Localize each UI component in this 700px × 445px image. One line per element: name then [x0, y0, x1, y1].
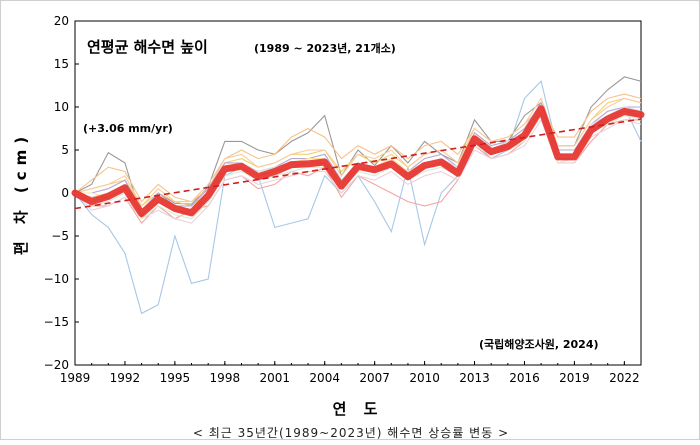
- x-tick-label: 1995: [160, 371, 191, 385]
- y-tick-label: 5: [61, 143, 69, 157]
- x-tick-label: 2022: [609, 371, 640, 385]
- trend-line: [74, 118, 642, 210]
- y-tick-label: 0: [61, 186, 69, 200]
- chart-title: 연평균 해수면 높이: [87, 38, 208, 56]
- y-tick-label: −5: [51, 229, 69, 243]
- trend-annotation: (+3.06 mm/yr): [83, 122, 173, 135]
- y-axis-label: 편 차 (cm): [12, 131, 30, 255]
- x-tick-label: 1992: [110, 371, 141, 385]
- x-tick-label: 1989: [60, 371, 91, 385]
- x-tick-label: 2019: [559, 371, 590, 385]
- mean-series-layer: [71, 105, 645, 218]
- y-tick-label: −10: [44, 272, 69, 286]
- y-tick-label: −15: [44, 315, 69, 329]
- x-tick-label: 2001: [259, 371, 290, 385]
- y-tick-label: 20: [54, 14, 69, 28]
- x-tick-label: 2010: [409, 371, 440, 385]
- x-tick-label: 1998: [210, 371, 241, 385]
- x-axis-ticks: 1989 1992 1995 1998 2001 2004 2007 2010 2013 2016…: [60, 361, 642, 385]
- x-tick-label: 2016: [509, 371, 540, 385]
- plot-frame: [74, 20, 642, 366]
- source-label: (국립해양조사원, 2024): [479, 337, 599, 351]
- y-tick-label: −20: [44, 358, 69, 372]
- x-tick-label: 2007: [359, 371, 390, 385]
- figure-caption: < 최근 35년간(1989~2023년) 해수면 상승률 변동 >: [193, 426, 509, 440]
- x-tick-label: 2004: [309, 371, 340, 385]
- mean-series-line: [71, 105, 645, 218]
- chart-subtitle: (1989 ~ 2023년, 21개소): [254, 41, 396, 55]
- trend-layer: [74, 118, 642, 210]
- x-axis-label: 연 도: [333, 400, 384, 418]
- y-axis-ticks: 20 15 10 5 0 −5 −10 −15 −20: [44, 14, 79, 372]
- y-tick-label: 10: [54, 100, 69, 114]
- y-tick-label: 15: [54, 57, 69, 71]
- x-tick-label: 2013: [459, 371, 490, 385]
